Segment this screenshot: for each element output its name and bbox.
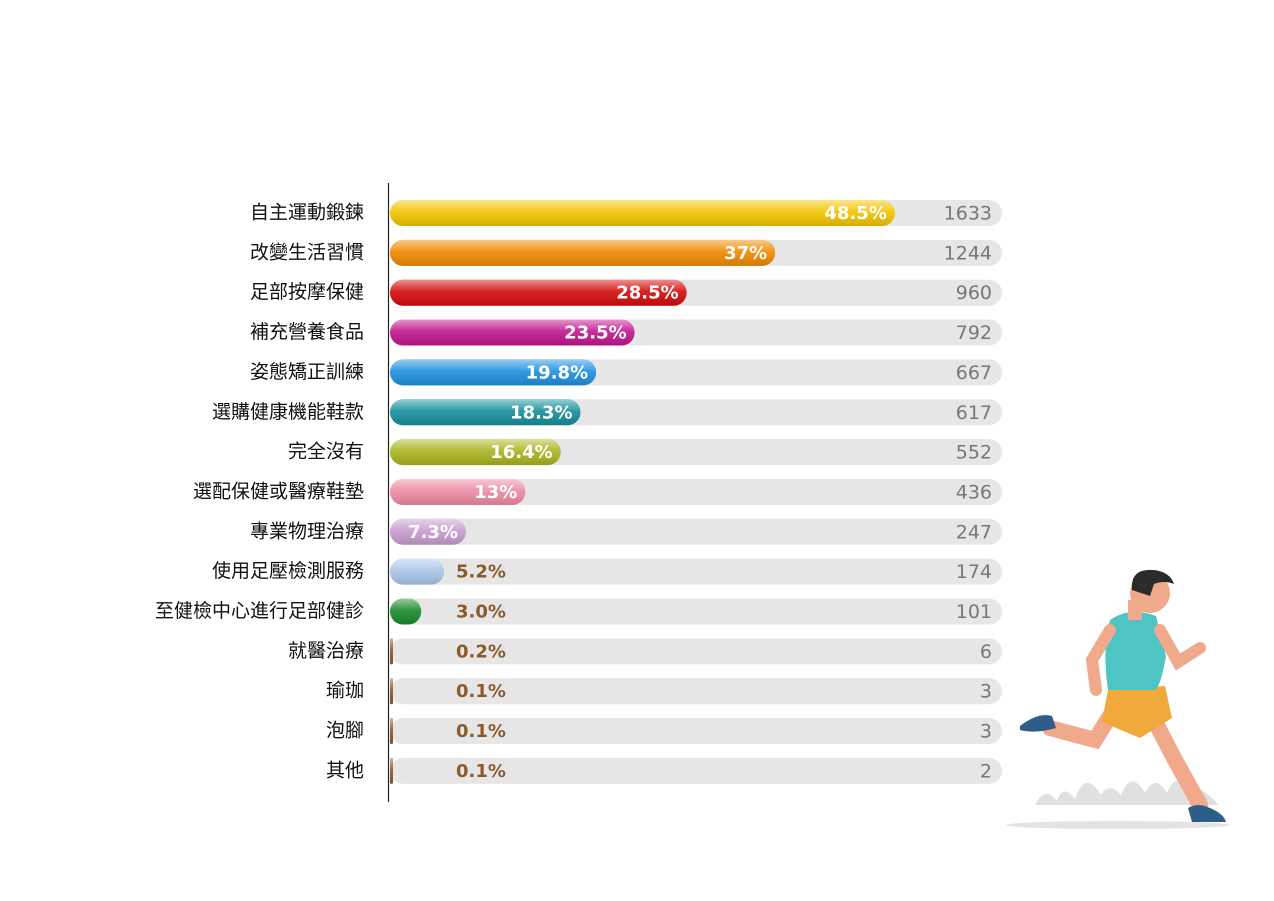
bar-shine	[390, 757, 393, 784]
count-label: 792	[956, 322, 992, 344]
value-label: 37%	[724, 243, 767, 264]
bar-shine	[390, 279, 687, 306]
count-label: 436	[956, 481, 992, 503]
count-label: 247	[956, 521, 992, 543]
category-label: 其他	[326, 759, 364, 781]
bar-shine	[390, 399, 581, 426]
value-label: 48.5%	[824, 203, 886, 224]
bar-shine	[390, 239, 776, 266]
value-label: 19.8%	[526, 362, 588, 383]
value-label: 0.1%	[456, 721, 506, 742]
bar-shine	[390, 678, 393, 705]
bar-shine	[390, 558, 445, 585]
count-label: 960	[956, 282, 992, 304]
value-label: 0.1%	[456, 761, 506, 782]
category-label: 姿態矯正訓練	[250, 361, 364, 383]
value-label: 18.3%	[510, 402, 572, 423]
category-label: 自主運動鍛鍊	[250, 202, 364, 224]
value-label: 23.5%	[564, 323, 626, 344]
count-label: 6	[980, 641, 992, 663]
bars	[390, 200, 895, 784]
category-label: 改變生活習慣	[250, 241, 364, 263]
count-label: 2	[980, 760, 992, 782]
category-label: 使用足壓檢測服務	[212, 560, 364, 582]
bar-shine	[390, 200, 895, 226]
bar-track	[390, 478, 1002, 505]
runner-illustration	[1006, 569, 1230, 829]
count-label: 552	[956, 442, 992, 464]
value-label: 0.2%	[456, 641, 506, 662]
bar-shine	[390, 638, 393, 665]
value-label: 3.0%	[456, 602, 506, 623]
bar-track	[390, 638, 1002, 665]
count-label: 667	[956, 362, 992, 384]
count-label: 101	[956, 601, 992, 623]
bar-shine	[390, 718, 393, 745]
count-label: 3	[980, 681, 992, 703]
category-label: 補充營養食品	[250, 321, 364, 343]
category-label: 足部按摩保健	[250, 281, 364, 303]
count-label: 617	[956, 402, 992, 424]
value-label: 0.1%	[456, 681, 506, 702]
category-label: 完全沒有	[288, 441, 364, 463]
bar-shine	[390, 319, 635, 346]
bar-track	[390, 718, 1002, 745]
count-label: 1633	[944, 203, 992, 225]
category-label: 至健檢中心進行足部健診	[155, 600, 364, 622]
value-label: 5.2%	[456, 562, 506, 583]
category-label: 瑜珈	[326, 680, 364, 702]
count-label: 1244	[944, 242, 992, 264]
category-label: 就醫治療	[288, 640, 364, 662]
bar-track	[390, 518, 1002, 545]
value-label: 7.3%	[408, 522, 458, 543]
category-label: 選配保健或醫療鞋墊	[193, 480, 364, 502]
category-label: 專業物理治療	[250, 520, 364, 542]
value-label: 13%	[474, 482, 517, 503]
bar-shine	[390, 439, 561, 466]
bar-track	[390, 678, 1002, 705]
category-label: 選購健康機能鞋款	[212, 401, 364, 423]
bar-shine	[390, 359, 597, 386]
count-label: 174	[956, 561, 992, 583]
bar-track	[390, 757, 1002, 784]
bar-shine	[390, 598, 422, 625]
bar-shine	[390, 478, 526, 505]
category-label: 泡腳	[326, 720, 364, 742]
value-label: 28.5%	[616, 283, 678, 304]
bar-track	[390, 598, 1002, 625]
count-label: 3	[980, 721, 992, 743]
bar-shine	[390, 518, 466, 545]
value-label: 16.4%	[490, 442, 552, 463]
bar-track	[390, 558, 1002, 585]
